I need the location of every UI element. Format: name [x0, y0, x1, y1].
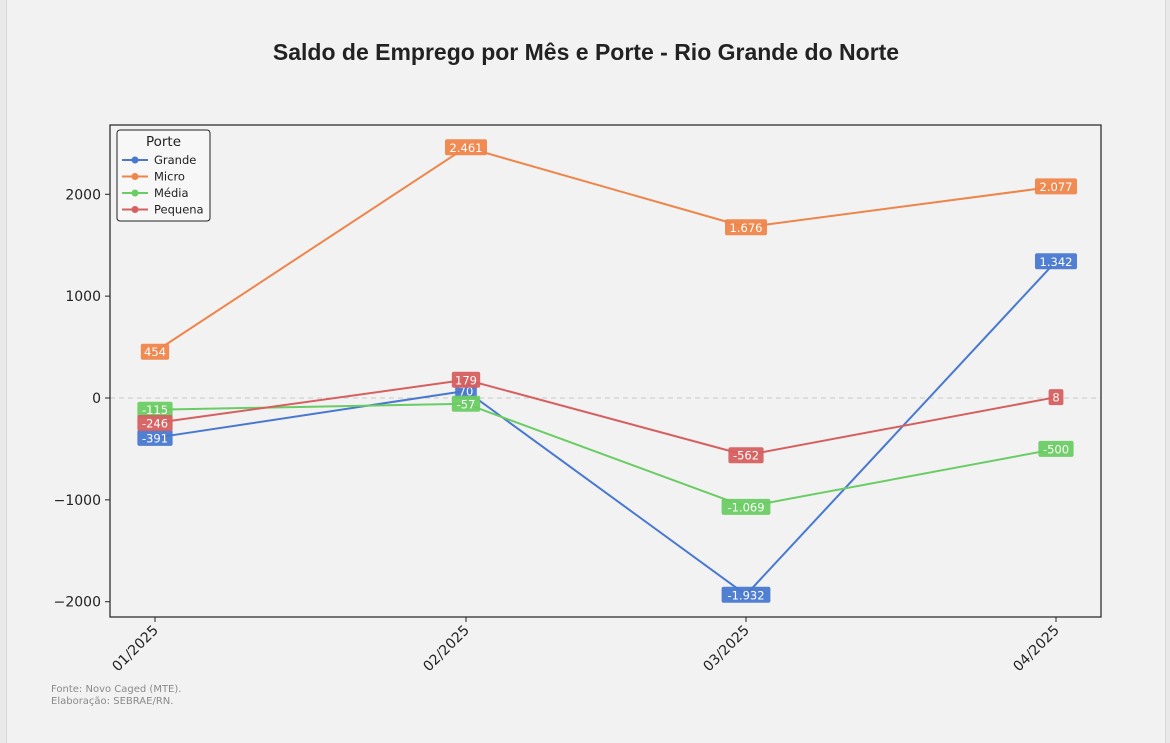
y-tick-label: 1000	[65, 289, 101, 305]
legend-title: Porte	[146, 134, 181, 150]
legend-box	[116, 129, 211, 222]
data-label-text: 2.077	[1040, 180, 1073, 194]
data-label-grande: -391	[137, 429, 173, 446]
data-label-text: 1.342	[1040, 255, 1073, 269]
legend-label-grande: Grande	[154, 153, 196, 167]
data-label-text: -1.069	[727, 500, 764, 514]
y-tick-label: −2000	[54, 595, 101, 611]
data-label-micro: 2.461	[445, 139, 487, 156]
legend-label-pequena: Pequena	[154, 203, 204, 217]
data-label-text: 70	[459, 384, 474, 398]
data-label-text: -1.932	[727, 588, 764, 602]
data-label-grande: 1.342	[1035, 253, 1077, 270]
data-label-text: -246	[142, 417, 168, 431]
data-label-pequena: 179	[451, 371, 481, 388]
legend: Porte Grande Micro Média Pequena	[116, 129, 211, 222]
x-tick-label: 02/2025	[420, 623, 472, 675]
data-label-box	[137, 429, 173, 446]
data-label-text: 179	[455, 373, 477, 387]
data-label-text: -500	[1043, 442, 1069, 456]
data-label-pequena: -246	[137, 415, 173, 432]
data-label-box	[1035, 253, 1077, 270]
data-label-media: -115	[137, 401, 173, 418]
data-label-box	[137, 401, 173, 418]
legend-label-media: Média	[154, 186, 189, 200]
legend-marker-media	[131, 189, 139, 197]
data-label-box	[1038, 440, 1074, 457]
x-tick-label: 01/2025	[109, 623, 161, 675]
data-label-text: 454	[144, 345, 166, 359]
data-label-box	[451, 395, 481, 412]
series-line-media	[154, 402, 1057, 508]
data-label-text: 8	[1052, 391, 1059, 405]
data-label-box	[140, 343, 170, 360]
legend-marker-micro	[131, 173, 139, 180]
plot-frame	[109, 124, 1102, 618]
chart-page: Saldo de Emprego por Mês e Porte - Rio G…	[6, 0, 1166, 743]
data-label-media: -1.069	[721, 498, 771, 515]
series-line-pequena	[154, 378, 1057, 457]
data-label-box	[725, 219, 767, 236]
data-label-grande: -1.932	[721, 586, 771, 603]
legend-marker-grande	[131, 156, 139, 164]
x-tick-label: 04/2025	[1010, 623, 1062, 675]
data-label-micro: 454	[140, 343, 170, 360]
series-line-grande	[154, 260, 1057, 596]
y-tick-label: −1000	[54, 493, 101, 509]
x-tick-label: 03/2025	[700, 623, 752, 675]
legend-label-micro: Micro	[154, 170, 185, 184]
data-label-box	[451, 371, 481, 388]
data-label-pequena: -562	[728, 447, 764, 464]
data-label-text: -57	[457, 397, 476, 411]
data-label-pequena: 8	[1048, 389, 1064, 406]
y-tick-label: 0	[92, 391, 101, 407]
series-line-micro	[154, 146, 1057, 353]
y-tick-label: 2000	[65, 187, 101, 203]
data-label-text: 1.676	[730, 221, 763, 235]
line-chart: Saldo de Emprego por Mês e Porte - Rio G…	[54, 39, 1102, 675]
data-label-micro: 2.077	[1035, 178, 1077, 195]
data-label-box	[721, 498, 771, 515]
data-label-text: -391	[142, 431, 168, 445]
data-label-media: -57	[451, 395, 481, 412]
data-label-text: -562	[733, 449, 759, 463]
data-label-box	[1048, 389, 1064, 406]
data-label-box	[445, 139, 487, 156]
data-label-box	[1035, 178, 1077, 195]
credit-note: Elaboração: SEBRAE/RN.	[51, 696, 174, 707]
chart-title: Saldo de Emprego por Mês e Porte - Rio G…	[273, 39, 899, 65]
data-label-micro: 1.676	[725, 219, 767, 236]
data-label-box	[728, 447, 764, 464]
data-label-text: 2.461	[450, 141, 483, 155]
source-note: Fonte: Novo Caged (MTE).	[51, 684, 182, 695]
data-label-box	[721, 586, 771, 603]
data-label-media: -500	[1038, 440, 1074, 457]
data-label-box	[137, 415, 173, 432]
legend-marker-pequena	[131, 206, 139, 213]
data-label-text: -115	[142, 403, 168, 417]
